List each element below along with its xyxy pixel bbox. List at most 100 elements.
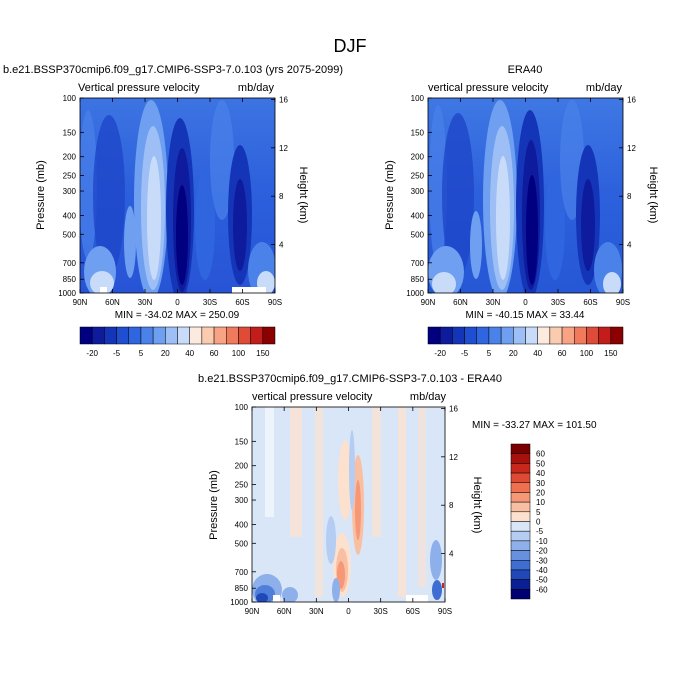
colorbar-swatch — [561, 326, 575, 345]
colorbar-swatch — [464, 326, 477, 345]
colorbar-label: 150 — [256, 349, 270, 358]
y-tick-label: 150 — [235, 437, 249, 446]
x-tick-label: 90S — [438, 607, 452, 616]
y-tick-label: 400 — [63, 211, 77, 220]
y-tick-label: 300 — [411, 187, 425, 196]
colorbar-swatch — [510, 482, 531, 493]
y-tick-label: 400 — [411, 211, 425, 220]
x-tick-label: 0 — [175, 298, 180, 307]
y2-tick-label: 12 — [449, 453, 458, 462]
colorbar-swatch — [488, 326, 502, 345]
colorbar-swatch — [510, 472, 531, 483]
colorbar-label: 100 — [232, 349, 246, 358]
x-tick-label: 30S — [551, 298, 565, 307]
colorbar-label: -30 — [536, 556, 548, 565]
colorbar-swatch — [510, 521, 531, 532]
y-tick-label: 150 — [411, 128, 425, 137]
y-tick-label: 250 — [235, 481, 249, 490]
colorbar-label: -5 — [113, 349, 121, 358]
colorbar-label: 40 — [536, 469, 545, 478]
panel-2-axes: 90N 60N 30N 0 30S 60S 90S 100 150 200 250 300 400 500… — [406, 94, 636, 307]
y2-tick-label: 8 — [627, 192, 632, 201]
x-tick-label: 90N — [245, 607, 260, 616]
colorbar-swatch — [140, 326, 154, 345]
figure-title: DJF — [334, 36, 367, 56]
panel-1-title: b.e21.BSSP370cmip6.f09_g17.CMIP6-SSP3-7.… — [3, 64, 343, 76]
x-tick-label: 60N — [277, 607, 292, 616]
y-tick-label: 500 — [235, 539, 249, 548]
panel-2-y2label: Height (km) — [647, 167, 659, 224]
colorbar-label: 30 — [536, 479, 545, 488]
y2-tick-label: 8 — [449, 501, 454, 510]
y-tick-label: 500 — [411, 230, 425, 239]
y-tick-label: 400 — [235, 520, 249, 529]
x-tick-label: 60N — [105, 298, 120, 307]
y2-tick-label: 4 — [279, 241, 284, 250]
panel-3-title: b.e21.BSSP370cmip6.f09_g17.CMIP6-SSP3-7.… — [198, 373, 502, 385]
panel-1-field — [80, 98, 275, 293]
colorbar-label: 5 — [139, 349, 144, 358]
colorbar-swatch — [201, 326, 215, 345]
colorbar-label: 20 — [161, 349, 170, 358]
x-tick-label: 0 — [346, 607, 351, 616]
panel-2-colorbar: -20 -5 5 20 40 60 100 150 — [427, 326, 624, 358]
colorbar-swatch — [213, 326, 227, 345]
y2-tick-label: 4 — [449, 550, 454, 559]
panel-1-axes: 90N 60N 30N 0 30S 60S 90S 100 150 200 250 300 400 500… — [58, 94, 288, 307]
panel-1-stats: MIN = -34.02 MAX = 250.09 — [115, 310, 240, 321]
y-tick-label: 1000 — [58, 289, 76, 298]
y2-tick-label: 16 — [279, 95, 288, 104]
panel-3-ylabel: Pressure (mb) — [208, 470, 220, 540]
y-tick-label: 700 — [235, 568, 249, 577]
x-tick-label: 30N — [486, 298, 501, 307]
panel-2: ERA40 vertical pressure velocity mb/day … — [384, 64, 659, 358]
panel-2-left-label: vertical pressure velocity — [428, 82, 549, 94]
colorbar-swatch — [128, 326, 142, 345]
panel-1-left-label: Vertical pressure velocity — [78, 82, 200, 94]
y2-tick-label: 16 — [627, 95, 636, 104]
panel-1: b.e21.BSSP370cmip6.f09_g17.CMIP6-SSP3-7.… — [3, 64, 343, 358]
panel-3-stats: MIN = -33.27 MAX = 101.50 — [472, 420, 597, 431]
colorbar-swatch — [510, 530, 531, 542]
colorbar-swatch — [476, 326, 490, 345]
y-tick-label: 250 — [411, 172, 425, 181]
colorbar-swatch — [510, 463, 531, 474]
panel-3-y2label: Height (km) — [471, 477, 483, 534]
x-tick-label: 30S — [374, 607, 388, 616]
panel-3-field — [252, 407, 445, 602]
y-tick-label: 850 — [411, 275, 425, 284]
colorbar-label: 150 — [604, 349, 618, 358]
y-tick-label: 100 — [235, 403, 249, 412]
colorbar-swatch — [452, 326, 465, 345]
colorbar-swatch — [574, 326, 587, 345]
y-tick-label: 250 — [63, 172, 77, 181]
colorbar-swatch — [238, 326, 251, 345]
colorbar-swatch — [586, 326, 599, 345]
colorbar-label: 0 — [536, 518, 541, 527]
colorbar-label: -40 — [536, 566, 548, 575]
y-tick-label: 850 — [63, 275, 77, 284]
colorbar-swatch — [598, 326, 612, 345]
colorbar-label: 20 — [536, 488, 545, 497]
colorbar-swatch — [510, 569, 531, 580]
panel-3-right-label: mb/day — [410, 391, 447, 403]
y2-tick-label: 12 — [627, 144, 636, 153]
colorbar-label: 60 — [536, 450, 545, 459]
y-tick-label: 1000 — [406, 289, 424, 298]
y-tick-label: 1000 — [230, 598, 248, 607]
x-tick-label: 90N — [73, 298, 88, 307]
colorbar-swatch — [537, 326, 551, 345]
colorbar-label: -10 — [536, 537, 548, 546]
y-tick-label: 150 — [63, 128, 77, 137]
colorbar-swatch — [165, 326, 178, 345]
x-tick-label: 90S — [616, 298, 630, 307]
colorbar-label: 60 — [558, 349, 567, 358]
colorbar-label: -20 — [536, 547, 548, 556]
colorbar-label: 50 — [536, 459, 545, 468]
panel-3: b.e21.BSSP370cmip6.f09_g17.CMIP6-SSP3-7.… — [198, 373, 597, 616]
x-tick-label: 60N — [453, 298, 468, 307]
colorbar-swatch — [91, 326, 105, 345]
colorbar-swatch — [525, 326, 538, 345]
y-tick-label: 500 — [63, 230, 77, 239]
colorbar-swatch — [250, 326, 264, 345]
